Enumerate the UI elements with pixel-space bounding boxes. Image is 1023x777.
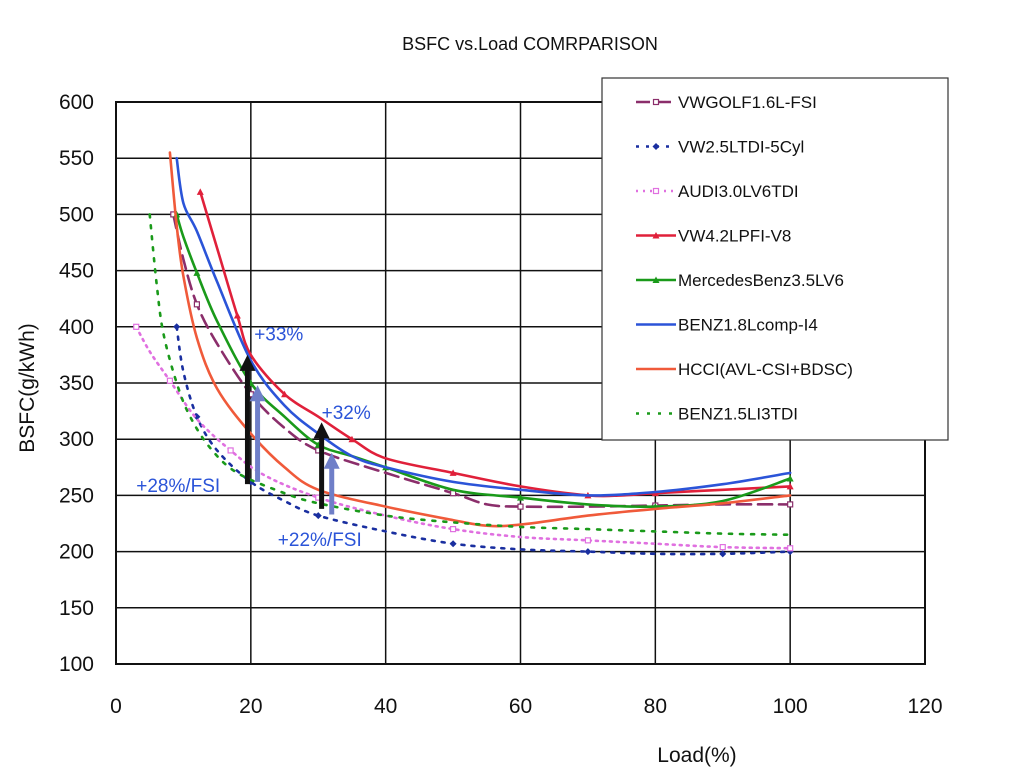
- series-line: [175, 156, 792, 497]
- comparison-arrows: [239, 354, 340, 515]
- data-point: [133, 323, 140, 330]
- legend-label: VWGOLF1.6L-FSI: [678, 93, 817, 112]
- comparison-arrow: [239, 354, 256, 485]
- tick-labels: 0 20 40 60 80 100 120 100 150 200 250 300 350 400 450 5…: [59, 91, 943, 718]
- x-tick-label: 120: [907, 695, 942, 718]
- legend-marker: [652, 232, 660, 239]
- x-tick-label: 100: [773, 695, 808, 718]
- y-tick-label: 400: [59, 316, 94, 339]
- series-5: [175, 156, 792, 497]
- series-line: [134, 325, 792, 550]
- legend-label: AUDI3.0LV6TDI: [678, 182, 799, 201]
- comparison-arrow: [249, 385, 266, 482]
- comparison-arrow: [313, 422, 330, 509]
- data-point: [517, 503, 524, 510]
- series-1: [173, 323, 794, 558]
- data-point: [196, 188, 204, 195]
- legend-item: VW4.2LPFI-V8: [636, 227, 791, 246]
- data-point: [281, 390, 289, 398]
- data-point: [227, 447, 234, 454]
- data-point: [449, 540, 457, 548]
- chart-title: BSFC vs.Load COMRPARISON: [402, 34, 658, 54]
- data-point: [787, 545, 794, 552]
- data-point: [166, 377, 174, 384]
- legend-item: AUDI3.0LV6TDI: [636, 182, 799, 201]
- y-tick-label: 150: [59, 597, 94, 620]
- legend-label: VW2.5LTDI-5Cyl: [678, 138, 804, 157]
- series-2: [133, 323, 794, 552]
- x-tick-label: 0: [110, 695, 122, 718]
- data-point: [786, 475, 794, 482]
- legend-marker: [652, 98, 660, 106]
- arrow-head: [249, 385, 266, 402]
- legend-label: VW4.2LPFI-V8: [678, 227, 791, 246]
- x-tick-label: 40: [374, 695, 397, 718]
- comparison-arrow: [323, 452, 340, 515]
- annotation-label: +28%/FSI: [136, 476, 220, 497]
- series-line: [168, 151, 792, 528]
- y-tick-label: 350: [59, 372, 94, 395]
- legend-label: BENZ1.5LI3TDI: [678, 405, 798, 424]
- y-tick-label: 550: [59, 147, 94, 170]
- data-point: [348, 435, 356, 443]
- legend-label: BENZ1.8Lcomp-I4: [678, 316, 818, 335]
- series-lines: [133, 151, 794, 558]
- legend-box: [601, 77, 949, 441]
- data-point: [719, 544, 726, 551]
- legend-item: BENZ1.5LI3TDI: [636, 405, 798, 424]
- legend-item: HCCI(AVL-CSI+BDSC): [636, 360, 853, 379]
- legend-item: VW2.5LTDI-5Cyl: [636, 138, 804, 157]
- x-axis-title: Load(%): [657, 744, 737, 767]
- data-point: [449, 526, 457, 533]
- x-tick-label: 60: [509, 695, 532, 718]
- legend-item: BENZ1.8Lcomp-I4: [636, 316, 818, 335]
- y-tick-label: 600: [59, 91, 94, 114]
- data-point: [173, 323, 181, 331]
- data-point: [233, 312, 241, 319]
- legend-marker: [652, 276, 660, 283]
- series-6: [168, 151, 792, 528]
- y-tick-label: 100: [59, 653, 94, 676]
- data-point: [584, 548, 592, 556]
- series-7: [148, 213, 792, 536]
- series-line: [175, 325, 792, 556]
- y-tick-label: 450: [59, 260, 94, 283]
- data-point: [584, 537, 592, 544]
- legend-label: HCCI(AVL-CSI+BDSC): [678, 360, 853, 379]
- y-tick-label: 500: [59, 203, 94, 226]
- data-point: [314, 512, 322, 520]
- data-point: [193, 301, 200, 308]
- data-point: [449, 469, 457, 476]
- x-tick-label: 20: [239, 695, 262, 718]
- legend-marker: [652, 187, 660, 195]
- chart-annotations: +33% +32% +28%/FSI +22%/FSI: [136, 324, 371, 551]
- arrow-head: [239, 354, 256, 371]
- data-point: [787, 501, 794, 508]
- legend: VWGOLF1.6L-FSI VW2.5LTDI-5Cyl AUDI3.0LV6TD…: [601, 77, 949, 441]
- y-tick-label: 250: [59, 484, 94, 507]
- x-tick-label: 80: [644, 695, 667, 718]
- legend-marker: [652, 143, 660, 150]
- arrow-head: [313, 422, 330, 439]
- series-line: [148, 213, 792, 536]
- legend-item: VWGOLF1.6L-FSI: [636, 93, 817, 112]
- y-tick-label: 300: [59, 428, 94, 451]
- annotation-label: +32%: [322, 403, 371, 424]
- annotation-label: +33%: [254, 324, 303, 345]
- legend-label: MercedesBenz3.5LV6: [678, 271, 844, 290]
- data-point: [517, 494, 524, 501]
- y-tick-label: 200: [59, 541, 94, 564]
- data-point: [786, 482, 794, 490]
- data-point: [193, 269, 201, 276]
- legend-item: MercedesBenz3.5LV6: [636, 271, 844, 290]
- data-point: [719, 550, 727, 558]
- annotation-label: +22%/FSI: [278, 530, 362, 551]
- arrow-head: [323, 452, 340, 469]
